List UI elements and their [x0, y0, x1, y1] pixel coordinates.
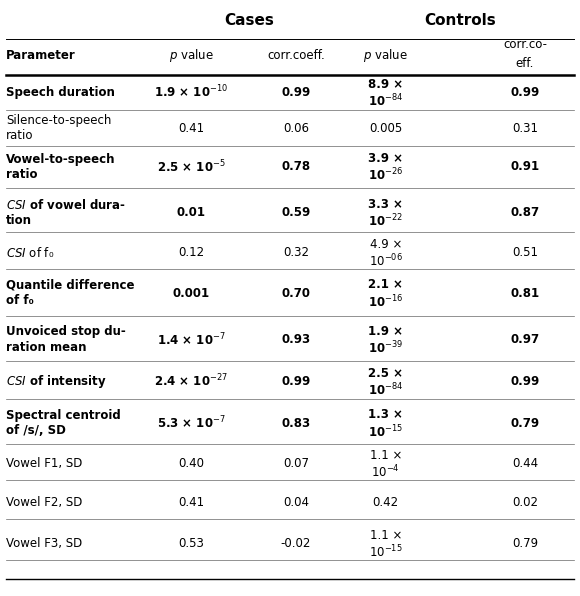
Text: 0.99: 0.99	[510, 86, 539, 99]
Text: 10$^{-26}$: 10$^{-26}$	[368, 167, 403, 184]
Text: ratio: ratio	[6, 168, 37, 181]
Text: 1.1 ×: 1.1 ×	[369, 449, 402, 462]
Text: 10$^{-15}$: 10$^{-15}$	[369, 544, 403, 560]
Text: ratio: ratio	[6, 129, 33, 142]
Text: Quantile difference: Quantile difference	[6, 279, 135, 292]
Text: Vowel F3, SD: Vowel F3, SD	[6, 537, 82, 550]
Text: 0.81: 0.81	[510, 287, 539, 300]
Text: 4.9 ×: 4.9 ×	[369, 238, 402, 251]
Text: 0.07: 0.07	[283, 457, 309, 470]
Text: 8.9 ×: 8.9 ×	[368, 77, 403, 91]
Text: 1.4 × 10$^{-7}$: 1.4 × 10$^{-7}$	[157, 331, 226, 348]
Text: of f₀: of f₀	[6, 294, 34, 308]
Text: corr.co-: corr.co-	[503, 38, 547, 51]
Text: $\mathit{CSI}$ of intensity: $\mathit{CSI}$ of intensity	[6, 373, 107, 390]
Text: 0.40: 0.40	[179, 457, 204, 470]
Text: 0.01: 0.01	[177, 206, 206, 219]
Text: 1.1 ×: 1.1 ×	[369, 529, 402, 542]
Text: 0.41: 0.41	[178, 496, 205, 509]
Text: Spectral centroid: Spectral centroid	[6, 409, 121, 422]
Text: 0.99: 0.99	[510, 375, 539, 388]
Text: 0.99: 0.99	[281, 375, 310, 388]
Text: 2.1 ×: 2.1 ×	[368, 278, 403, 291]
Text: $\mathit{CSI}$ of vowel dura-: $\mathit{CSI}$ of vowel dura-	[6, 198, 126, 212]
Text: 0.001: 0.001	[173, 287, 210, 300]
Text: $\mathit{CSI}$ of f₀: $\mathit{CSI}$ of f₀	[6, 246, 54, 260]
Text: Unvoiced stop du-: Unvoiced stop du-	[6, 325, 125, 339]
Text: eff.: eff.	[516, 57, 534, 70]
Text: 0.53: 0.53	[179, 537, 204, 550]
Text: 1.9 × 10$^{-10}$: 1.9 × 10$^{-10}$	[154, 84, 229, 101]
Text: 10$^{-39}$: 10$^{-39}$	[368, 340, 403, 356]
Text: corr.coeff.: corr.coeff.	[267, 49, 325, 61]
Text: 0.79: 0.79	[510, 417, 539, 430]
Text: 10$^{-4}$: 10$^{-4}$	[371, 464, 400, 480]
Text: 0.99: 0.99	[281, 86, 310, 99]
Text: Vowel F1, SD: Vowel F1, SD	[6, 457, 82, 470]
Text: Silence-to-speech: Silence-to-speech	[6, 114, 111, 127]
Text: 0.97: 0.97	[510, 333, 539, 346]
Text: 2.5 × 10$^{-5}$: 2.5 × 10$^{-5}$	[157, 159, 226, 175]
Text: 0.44: 0.44	[512, 457, 538, 470]
Text: 0.93: 0.93	[281, 333, 310, 346]
Text: 0.06: 0.06	[283, 122, 309, 135]
Text: 0.32: 0.32	[283, 246, 309, 259]
Text: Cases: Cases	[224, 13, 274, 29]
Text: ration mean: ration mean	[6, 341, 86, 354]
Text: 2.5 ×: 2.5 ×	[368, 367, 403, 380]
Text: 0.04: 0.04	[283, 496, 309, 509]
Text: 1.3 ×: 1.3 ×	[368, 408, 403, 421]
Text: Parameter: Parameter	[6, 49, 75, 61]
Text: 0.12: 0.12	[178, 246, 205, 259]
Text: Controls: Controls	[424, 13, 495, 29]
Text: 0.51: 0.51	[512, 246, 538, 259]
Text: 0.91: 0.91	[510, 160, 539, 173]
Text: 0.41: 0.41	[178, 122, 205, 135]
Text: 10$^{-84}$: 10$^{-84}$	[368, 381, 403, 398]
Text: $p$ value: $p$ value	[363, 46, 408, 64]
Text: 0.005: 0.005	[369, 122, 403, 135]
Text: tion: tion	[6, 214, 32, 227]
Text: Vowel F2, SD: Vowel F2, SD	[6, 496, 82, 509]
Text: -0.02: -0.02	[281, 537, 311, 550]
Text: 0.42: 0.42	[372, 496, 399, 509]
Text: Vowel-to-speech: Vowel-to-speech	[6, 153, 115, 166]
Text: 0.59: 0.59	[281, 206, 310, 219]
Text: 2.4 × 10$^{-27}$: 2.4 × 10$^{-27}$	[154, 373, 229, 390]
Text: 0.87: 0.87	[510, 206, 539, 219]
Text: 3.3 ×: 3.3 ×	[368, 198, 403, 211]
Text: Speech duration: Speech duration	[6, 86, 115, 99]
Text: 1.9 ×: 1.9 ×	[368, 325, 403, 338]
Text: 0.31: 0.31	[512, 122, 538, 135]
Text: of /s/, SD: of /s/, SD	[6, 424, 66, 437]
Text: $p$ value: $p$ value	[169, 46, 214, 64]
Text: 3.9 ×: 3.9 ×	[368, 152, 403, 165]
Text: 0.78: 0.78	[281, 160, 310, 173]
Text: 0.83: 0.83	[281, 417, 310, 430]
Text: 5.3 × 10$^{-7}$: 5.3 × 10$^{-7}$	[157, 415, 226, 432]
Text: 0.79: 0.79	[512, 537, 538, 550]
Text: 0.02: 0.02	[512, 496, 538, 509]
Text: 0.70: 0.70	[281, 287, 310, 300]
Text: 10$^{-84}$: 10$^{-84}$	[368, 92, 403, 109]
Text: 10$^{-06}$: 10$^{-06}$	[369, 253, 403, 269]
Text: 10$^{-15}$: 10$^{-15}$	[368, 423, 403, 440]
Text: 10$^{-22}$: 10$^{-22}$	[368, 213, 403, 229]
Text: 10$^{-16}$: 10$^{-16}$	[368, 293, 403, 310]
